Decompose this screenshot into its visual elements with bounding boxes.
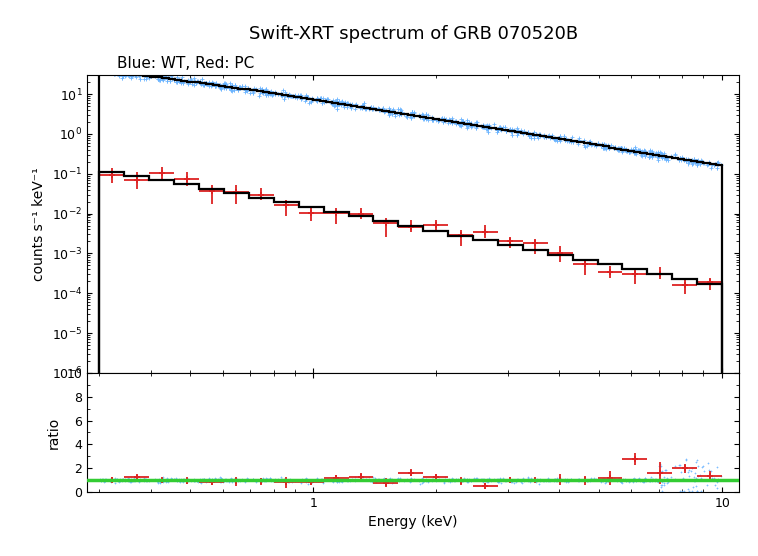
Text: Blue: WT, Red: PC: Blue: WT, Red: PC	[117, 56, 255, 71]
Y-axis label: ratio: ratio	[47, 416, 61, 449]
Text: Swift-XRT spectrum of GRB 070520B: Swift-XRT spectrum of GRB 070520B	[249, 25, 578, 43]
Y-axis label: counts s⁻¹ keV⁻¹: counts s⁻¹ keV⁻¹	[33, 167, 46, 281]
X-axis label: Energy (keV): Energy (keV)	[368, 515, 458, 529]
